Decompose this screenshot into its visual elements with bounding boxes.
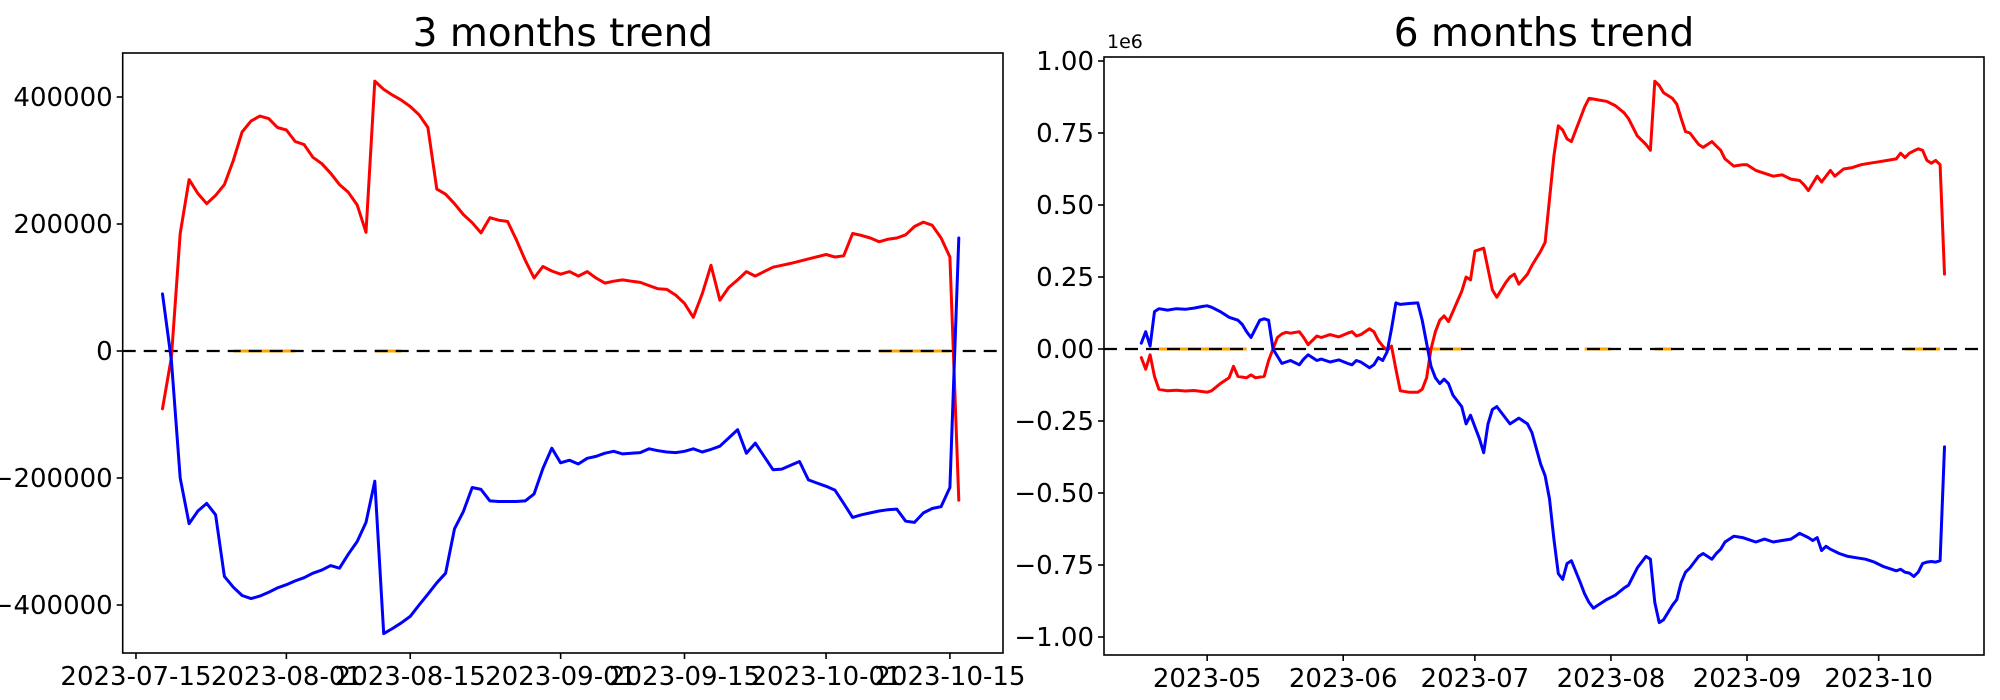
y-tick-label: 200000 — [13, 210, 112, 240]
y-tick-label: 0.25 — [1036, 263, 1094, 293]
x-tick-label: 2023-05 — [1153, 664, 1262, 694]
x-tick-label: 2023-07-15 — [60, 662, 211, 692]
x-tick-label: 2023-08 — [1557, 664, 1666, 694]
plot-border — [1103, 56, 1985, 656]
x-tick-label: 2023-09-15 — [609, 662, 760, 692]
y-tick-label: −0.75 — [1014, 551, 1094, 581]
positive-trend-line — [161, 79, 961, 502]
y-tick-label: 0 — [96, 337, 113, 367]
y-tick-label: −200000 — [0, 464, 113, 494]
negative-trend-line — [1139, 301, 1946, 625]
y-axis-offset-label: 1e6 — [1107, 31, 1143, 53]
y-tick-label: −0.50 — [1014, 479, 1094, 509]
x-tick-label: 2023-10-15 — [874, 662, 1025, 692]
y-tick-label: 0.50 — [1036, 191, 1094, 221]
x-tick-label: 2023-06 — [1289, 664, 1398, 694]
x-tick-label: 2023-07 — [1421, 664, 1530, 694]
y-tick-label: −0.25 — [1014, 407, 1094, 437]
positive-trend-line — [1139, 79, 1946, 394]
y-tick-label: 400000 — [13, 83, 112, 113]
subplot-2: 2023-05 2023-06 2023-07 2023-08 2023-09 2023-… — [1014, 11, 1985, 694]
x-tick-label: 2023-09 — [1693, 664, 1802, 694]
y-tick-label: 0.00 — [1036, 335, 1094, 365]
x-tick-label: 2023-09-01 — [485, 662, 636, 692]
x-tick-label: 2023-10-01 — [751, 662, 902, 692]
negative-trend-line — [161, 236, 961, 636]
plot-border — [121, 52, 1004, 654]
chart-title: 6 months trend — [1394, 11, 1694, 56]
y-tick-label: −400000 — [0, 591, 113, 621]
y-tick-label: 0.75 — [1036, 119, 1094, 149]
x-tick-label: 2023-08-15 — [335, 662, 486, 692]
chart-title: 3 months trend — [413, 11, 713, 56]
x-tick-label: 2023-08-01 — [211, 662, 362, 692]
y-tick-label: −1.00 — [1014, 623, 1094, 653]
y-tick-label: 1.00 — [1036, 47, 1094, 77]
x-tick-label: 2023-10 — [1824, 664, 1933, 694]
